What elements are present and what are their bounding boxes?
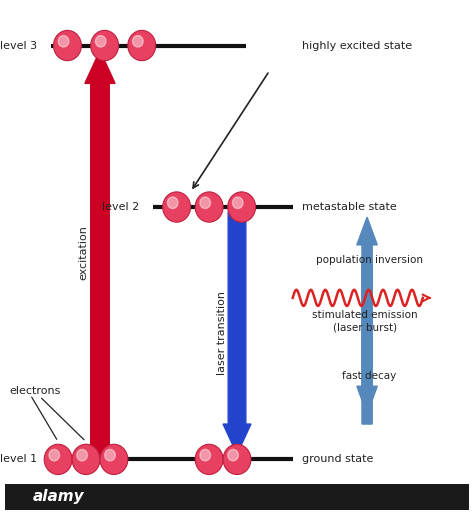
Circle shape (200, 197, 210, 209)
Circle shape (49, 450, 60, 461)
Text: excitation: excitation (78, 225, 88, 280)
Circle shape (232, 197, 243, 209)
Circle shape (167, 197, 178, 209)
Circle shape (195, 444, 223, 474)
FancyArrow shape (223, 212, 251, 454)
Circle shape (200, 450, 210, 461)
Circle shape (133, 36, 143, 47)
FancyArrow shape (85, 50, 115, 454)
Text: highly excited state: highly excited state (302, 41, 412, 50)
Bar (5, 484, 469, 510)
Circle shape (195, 192, 223, 222)
Circle shape (72, 444, 100, 474)
Text: level 2: level 2 (102, 202, 139, 212)
Circle shape (58, 36, 69, 47)
Text: level 3: level 3 (0, 41, 37, 50)
FancyArrow shape (357, 258, 377, 414)
Circle shape (54, 30, 82, 61)
Circle shape (77, 450, 87, 461)
Text: population inversion: population inversion (316, 255, 423, 265)
Text: fast decay: fast decay (342, 371, 397, 381)
Circle shape (228, 450, 238, 461)
Circle shape (223, 444, 251, 474)
Text: laser transition: laser transition (217, 291, 227, 375)
Circle shape (163, 192, 191, 222)
Circle shape (91, 30, 118, 61)
FancyArrow shape (357, 217, 377, 424)
Text: level 1: level 1 (0, 454, 37, 465)
Circle shape (100, 444, 128, 474)
Text: alamy: alamy (33, 489, 84, 504)
Circle shape (44, 444, 72, 474)
Circle shape (95, 36, 106, 47)
Text: ground state: ground state (302, 454, 374, 465)
Text: stimulated emission
(laser burst): stimulated emission (laser burst) (312, 311, 418, 333)
Circle shape (105, 450, 115, 461)
Text: metastable state: metastable state (302, 202, 397, 212)
Circle shape (128, 30, 155, 61)
Text: electrons: electrons (9, 386, 61, 396)
Circle shape (228, 192, 255, 222)
